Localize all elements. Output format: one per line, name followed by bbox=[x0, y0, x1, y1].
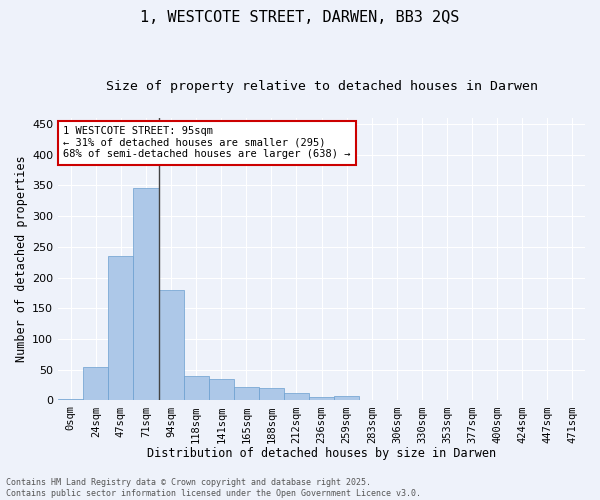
Bar bbox=[58, 399, 83, 400]
Text: Contains HM Land Registry data © Crown copyright and database right 2025.
Contai: Contains HM Land Registry data © Crown c… bbox=[6, 478, 421, 498]
Bar bbox=[83, 366, 109, 400]
Text: 1, WESTCOTE STREET, DARWEN, BB3 2QS: 1, WESTCOTE STREET, DARWEN, BB3 2QS bbox=[140, 10, 460, 25]
Title: Size of property relative to detached houses in Darwen: Size of property relative to detached ho… bbox=[106, 80, 538, 93]
Bar bbox=[109, 256, 133, 400]
Bar bbox=[334, 396, 359, 400]
Text: 1 WESTCOTE STREET: 95sqm
← 31% of detached houses are smaller (295)
68% of semi-: 1 WESTCOTE STREET: 95sqm ← 31% of detach… bbox=[64, 126, 351, 160]
Bar bbox=[133, 188, 158, 400]
Bar bbox=[309, 398, 334, 400]
Bar bbox=[158, 290, 184, 401]
Bar bbox=[184, 376, 209, 400]
X-axis label: Distribution of detached houses by size in Darwen: Distribution of detached houses by size … bbox=[147, 447, 496, 460]
Bar bbox=[259, 388, 284, 400]
Y-axis label: Number of detached properties: Number of detached properties bbox=[15, 156, 28, 362]
Bar bbox=[234, 387, 259, 400]
Bar bbox=[209, 379, 234, 400]
Bar bbox=[284, 393, 309, 400]
